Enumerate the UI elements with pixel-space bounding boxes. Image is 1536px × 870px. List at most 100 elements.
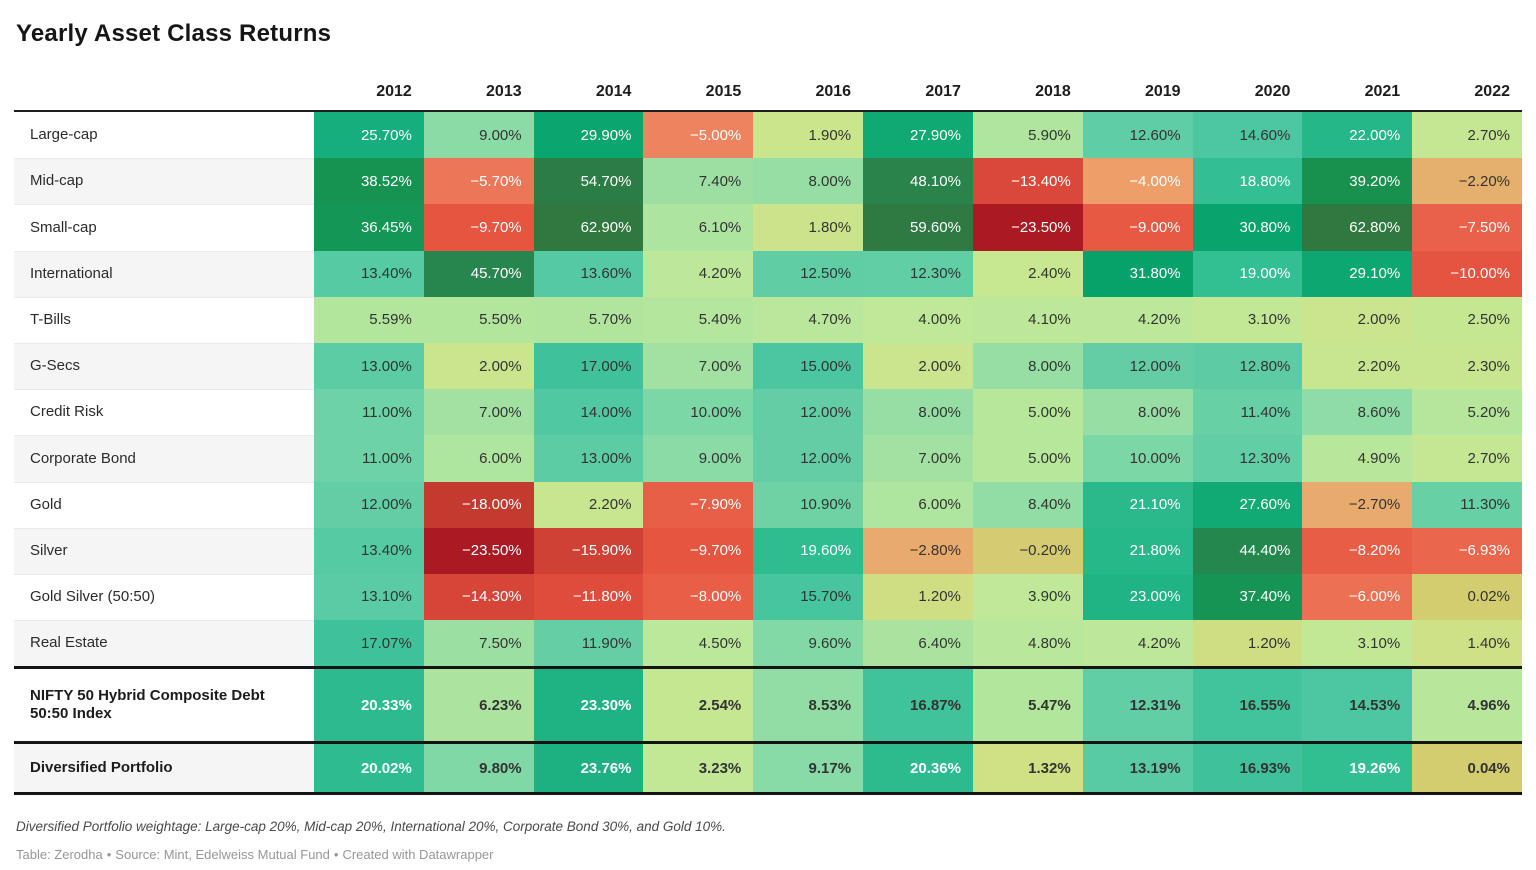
heatmap-cell-silver-2012: 13.40%	[314, 527, 424, 574]
heatmap-cell-nifty-50-hybrid-composite-debt-50-50-index-2017: 16.87%	[863, 669, 973, 742]
heatmap-cell-t-bills-2020: 3.10%	[1192, 296, 1303, 343]
column-header-2012: 2012	[376, 83, 412, 100]
summary-rule-mid	[14, 741, 1522, 745]
heatmap-cell-corporate-bond-2018: 5.00%	[972, 435, 1083, 482]
summary-rule-top	[14, 666, 1522, 670]
heatmap-cell-nifty-50-hybrid-composite-debt-50-50-index-2013: 6.23%	[423, 669, 534, 742]
heatmap-cell-silver-2016: 19.60%	[753, 527, 864, 574]
row-label-silver: Silver	[14, 527, 314, 574]
nifty-index-row: NIFTY 50 Hybrid Composite Debt 50:50 Ind…	[14, 669, 1522, 742]
column-header-2018: 2018	[1035, 83, 1071, 100]
heatmap-cell-nifty-50-hybrid-composite-debt-50-50-index-2022: 4.96%	[1412, 669, 1522, 742]
heatmap-cell-gold-silver-50-50-2019: 23.00%	[1082, 573, 1193, 621]
heatmap-cell-real-estate-2019: 4.20%	[1082, 620, 1193, 667]
heatmap-cell-credit-risk-2016: 12.00%	[753, 389, 864, 436]
heatmap-cell-gold-2015: −7.90%	[643, 481, 754, 528]
heatmap-cell-international-2016: 12.50%	[753, 250, 864, 297]
heatmap-cell-small-cap-2019: −9.00%	[1082, 204, 1193, 251]
heatmap-cell-gold-silver-50-50-2013: −14.30%	[423, 573, 534, 621]
heatmap-cell-nifty-50-hybrid-composite-debt-50-50-index-2016: 8.53%	[753, 669, 864, 742]
heatmap-cell-diversified-portfolio-2019: 13.19%	[1082, 744, 1193, 793]
heatmap-cell-real-estate-2021: 3.10%	[1302, 620, 1413, 667]
heatmap-cell-t-bills-2015: 5.40%	[643, 296, 754, 343]
heatmap-cell-diversified-portfolio-2013: 9.80%	[423, 744, 534, 793]
heatmap-cell-t-bills-2021: 2.00%	[1302, 296, 1413, 343]
heatmap-cell-g-secs-2018: 8.00%	[972, 342, 1083, 390]
row-label-t-bills: T-Bills	[14, 296, 314, 343]
heatmap-cell-g-secs-2022: 2.30%	[1412, 342, 1522, 390]
heatmap-cell-mid-cap-2014: 54.70%	[533, 158, 644, 205]
heatmap-cell-gold-silver-50-50-2018: 3.90%	[972, 573, 1083, 621]
row-label-g-secs: G-Secs	[14, 342, 314, 390]
heatmap-cell-international-2022: −10.00%	[1412, 250, 1522, 297]
heatmap-cell-g-secs-2016: 15.00%	[753, 342, 864, 390]
heatmap-cell-mid-cap-2016: 8.00%	[753, 158, 864, 205]
heatmap-cell-international-2018: 2.40%	[972, 250, 1083, 297]
heatmap-cell-silver-2013: −23.50%	[423, 527, 534, 574]
row-label-gold: Gold	[14, 481, 314, 528]
heatmap-cell-large-cap-2014: 29.90%	[533, 112, 644, 159]
heatmap-cell-international-2019: 31.80%	[1082, 250, 1193, 297]
asset-returns-table: Large-cap 25.70% 9.00% 29.90% −5.00% 1.90% 27.…	[14, 112, 1522, 667]
heatmap-cell-credit-risk-2019: 8.00%	[1082, 389, 1193, 436]
heatmap-cell-gold-silver-50-50-2016: 15.70%	[753, 573, 864, 621]
header-rule	[14, 110, 1522, 112]
datawrapper-credit-link[interactable]: Created with Datawrapper	[342, 847, 494, 863]
heatmap-cell-diversified-portfolio-2014: 23.76%	[533, 744, 644, 793]
heatmap-cell-small-cap-2015: 6.10%	[643, 204, 754, 251]
heatmap-cell-silver-2020: 44.40%	[1192, 527, 1303, 574]
heatmap-cell-nifty-50-hybrid-composite-debt-50-50-index-2018: 5.47%	[972, 669, 1083, 742]
heatmap-cell-silver-2018: −0.20%	[972, 527, 1083, 574]
heatmap-cell-g-secs-2013: 2.00%	[423, 342, 534, 390]
heatmap-cell-small-cap-2018: −23.50%	[972, 204, 1083, 251]
heatmap-cell-gold-2021: −2.70%	[1302, 481, 1413, 528]
heatmap-cell-diversified-portfolio-2012: 20.02%	[314, 744, 424, 793]
heatmap-cell-corporate-bond-2012: 11.00%	[314, 435, 424, 482]
row-label-nifty-50-hybrid-composite-debt-50-50-index: NIFTY 50 Hybrid Composite Debt 50:50 Ind…	[30, 686, 265, 723]
heatmap-cell-small-cap-2021: 62.80%	[1302, 204, 1413, 251]
heatmap-cell-small-cap-2016: 1.80%	[753, 204, 864, 251]
heatmap-cell-international-2013: 45.70%	[423, 250, 534, 297]
heatmap-cell-real-estate-2013: 7.50%	[423, 620, 534, 667]
column-header-2019: 2019	[1144, 83, 1181, 100]
heatmap-cell-nifty-50-hybrid-composite-debt-50-50-index-2021: 14.53%	[1302, 669, 1413, 742]
row-label-international: International	[14, 250, 314, 297]
heatmap-cell-t-bills-2018: 4.10%	[972, 296, 1083, 343]
heatmap-cell-gold-2014: 2.20%	[533, 481, 644, 528]
heatmap-cell-gold-2022: 11.30%	[1412, 481, 1522, 528]
heatmap-cell-credit-risk-2017: 8.00%	[863, 389, 973, 436]
column-header-2022: 2022	[1474, 83, 1510, 100]
row-label-small-cap: Small-cap	[14, 204, 314, 250]
heatmap-cell-diversified-portfolio-2018: 1.32%	[972, 744, 1083, 793]
heatmap-cell-g-secs-2017: 2.00%	[863, 342, 973, 390]
heatmap-cell-mid-cap-2013: −5.70%	[423, 158, 534, 205]
credit-text-1: Source: Mint, Edelweiss Mutual Fund	[115, 847, 330, 863]
heatmap-cell-international-2017: 12.30%	[863, 250, 973, 297]
heatmap-cell-silver-2019: 21.80%	[1082, 527, 1193, 574]
heatmap-cell-mid-cap-2021: 39.20%	[1302, 158, 1413, 205]
heatmap-cell-small-cap-2014: 62.90%	[533, 204, 644, 251]
heatmap-cell-corporate-bond-2016: 12.00%	[753, 435, 864, 482]
heatmap-cell-corporate-bond-2020: 12.30%	[1192, 435, 1303, 482]
diversified-portfolio-row: Diversified Portfolio 20.02% 9.80% 23.76% 3.…	[14, 744, 1522, 793]
heatmap-cell-t-bills-2013: 5.50%	[423, 296, 534, 343]
heatmap-cell-gold-silver-50-50-2022: 0.02%	[1412, 573, 1522, 621]
heatmap-cell-gold-2013: −18.00%	[423, 481, 534, 528]
heatmap-cell-diversified-portfolio-2021: 19.26%	[1302, 744, 1413, 793]
column-header-2015: 2015	[705, 83, 742, 100]
heatmap-cell-nifty-50-hybrid-composite-debt-50-50-index-2014: 23.30%	[533, 669, 644, 742]
column-header-2020: 2020	[1254, 83, 1291, 100]
heatmap-cell-real-estate-2014: 11.90%	[533, 620, 644, 667]
heatmap-cell-large-cap-2015: −5.00%	[643, 112, 754, 159]
heatmap-cell-t-bills-2014: 5.70%	[533, 296, 644, 343]
page-title: Yearly Asset Class Returns	[16, 20, 332, 47]
heatmap-cell-t-bills-2017: 4.00%	[863, 296, 973, 343]
heatmap-cell-large-cap-2012: 25.70%	[314, 112, 424, 159]
heatmap-cell-small-cap-2022: −7.50%	[1412, 204, 1522, 251]
heatmap-cell-large-cap-2013: 9.00%	[423, 112, 534, 159]
heatmap-cell-corporate-bond-2021: 4.90%	[1302, 435, 1413, 482]
heatmap-cell-large-cap-2017: 27.90%	[863, 112, 973, 159]
heatmap-cell-g-secs-2020: 12.80%	[1192, 342, 1303, 390]
heatmap-cell-t-bills-2019: 4.20%	[1082, 296, 1193, 343]
heatmap-cell-t-bills-2016: 4.70%	[753, 296, 864, 343]
